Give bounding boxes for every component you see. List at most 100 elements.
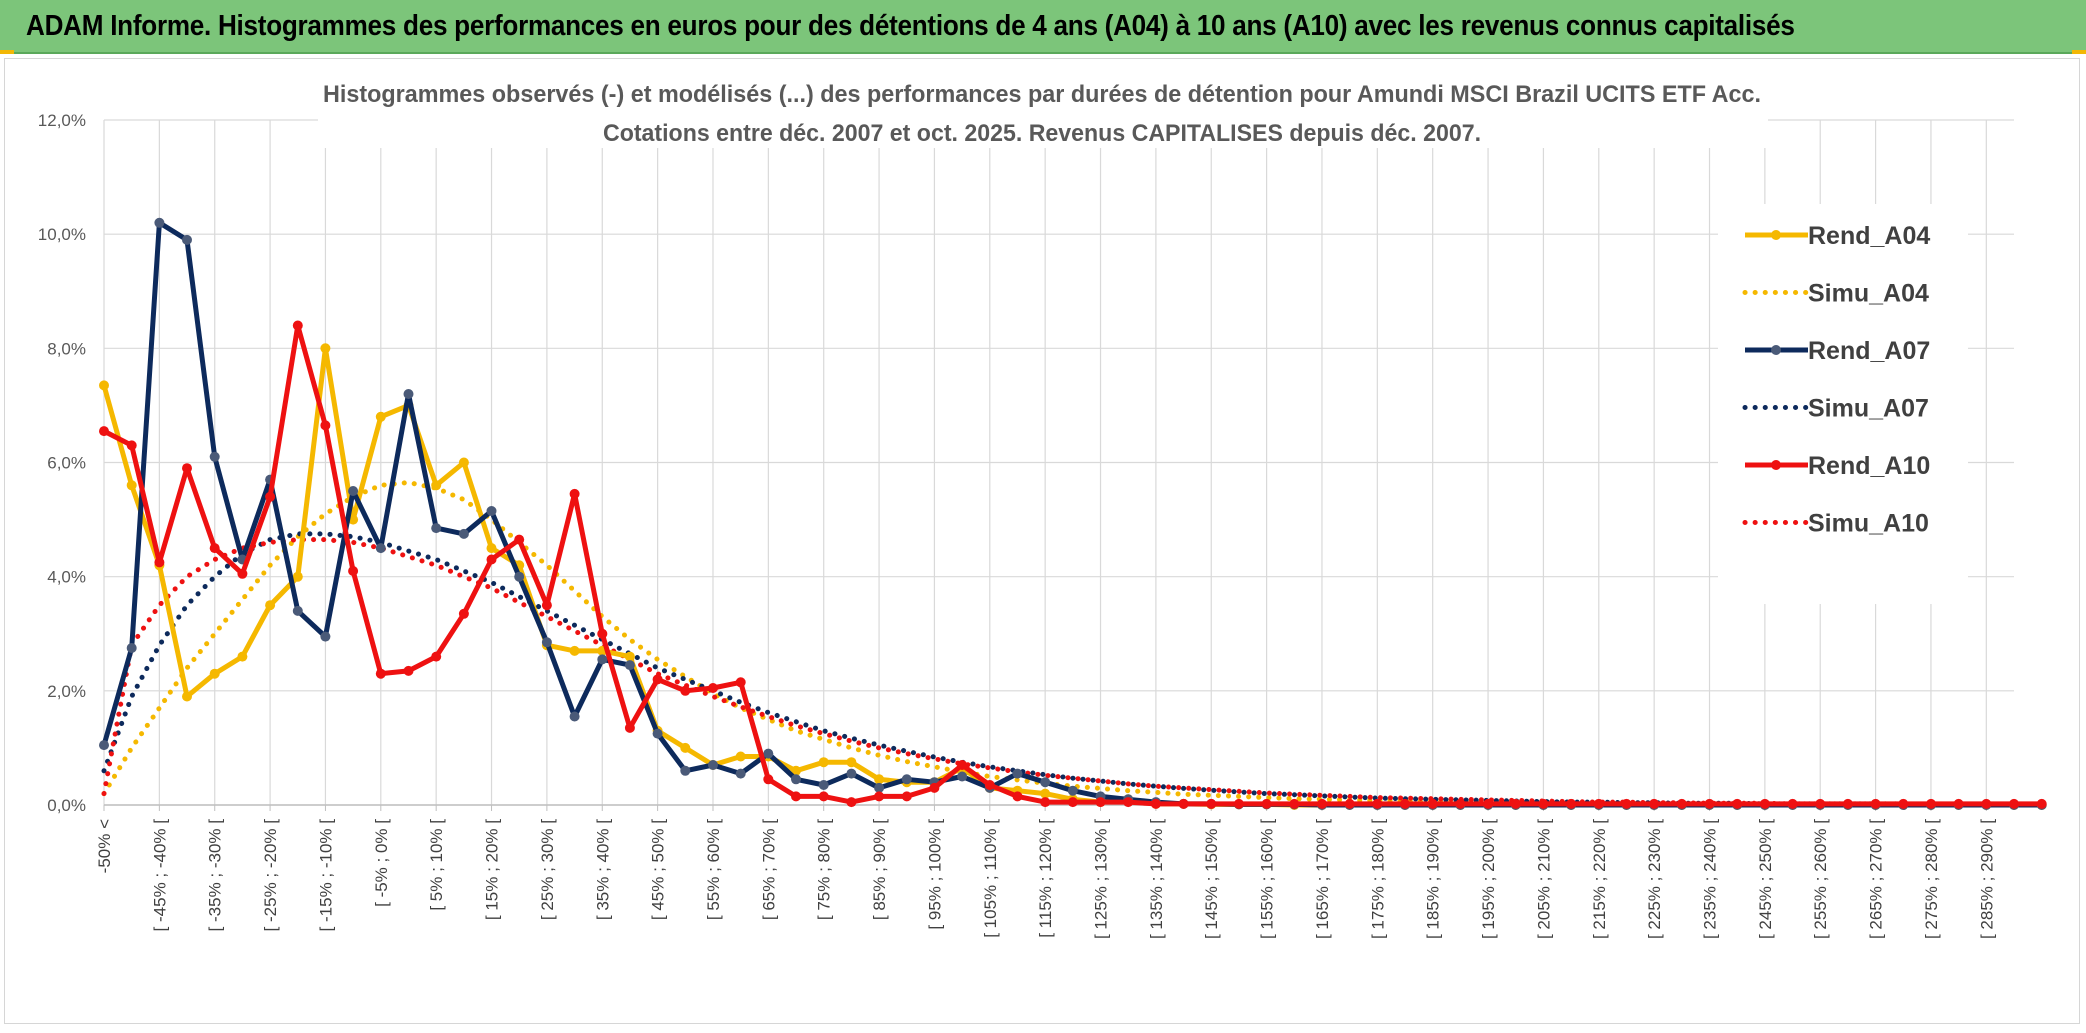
y-tick-label: 10,0% <box>38 225 86 244</box>
data-point-Rend_A10 <box>1981 798 1992 809</box>
data-point-Rend_A07 <box>182 234 192 245</box>
data-point-Rend_A10 <box>1621 798 1632 809</box>
data-point-Rend_A07 <box>292 605 303 616</box>
data-point-Rend_A04 <box>486 543 497 554</box>
x-tick-label: [ -35% ; -30% [ <box>206 819 225 932</box>
legend-label-Rend_A04: Rend_A04 <box>1808 222 1930 250</box>
y-tick-label: 8,0% <box>47 339 86 358</box>
x-tick-label: [ 55% ; 60% [ <box>704 819 723 920</box>
data-point-Rend_A07 <box>99 740 109 751</box>
data-point-Rend_A10 <box>1400 798 1410 809</box>
x-tick-label: [ 215% ; 220% [ <box>1590 819 1609 939</box>
data-point-Rend_A07 <box>597 654 608 665</box>
data-point-Rend_A04 <box>735 751 746 762</box>
data-point-Rend_A04 <box>320 343 331 354</box>
data-point-Rend_A10 <box>1649 798 1660 809</box>
x-tick-label: [ 45% ; 50% [ <box>649 819 668 920</box>
data-point-Rend_A10 <box>1040 797 1051 808</box>
data-point-Rend_A07 <box>154 217 165 228</box>
chart-title: Histogrammes observés (-) et modélisés (… <box>323 81 1761 108</box>
data-point-Rend_A10 <box>846 797 857 808</box>
histogram-chart: 0,0% 2,0% 4,0% 6,0% 8,0% 10,0% 12,0% -50% < [ -… <box>38 78 2047 939</box>
data-point-Rend_A10 <box>265 491 276 502</box>
data-point-Rend_A10 <box>1289 798 1300 809</box>
data-point-Rend_A07 <box>763 748 774 759</box>
data-point-Rend_A10 <box>1842 798 1853 809</box>
data-point-Rend_A04 <box>99 380 109 391</box>
data-point-Rend_A10 <box>1538 798 1549 809</box>
data-point-Rend_A04 <box>791 765 801 776</box>
data-point-Rend_A07 <box>791 774 801 785</box>
data-point-Rend_A10 <box>1067 797 1078 808</box>
x-tick-label: [ 15% ; 20% [ <box>483 819 502 920</box>
data-point-Rend_A10 <box>348 566 359 576</box>
data-point-Rend_A10 <box>1095 797 1106 808</box>
data-point-Rend_A04 <box>209 668 220 679</box>
x-tick-label: [ 165% ; 170% [ <box>1313 819 1332 939</box>
data-point-Rend_A10 <box>1926 798 1936 809</box>
data-point-Rend_A04 <box>431 480 442 491</box>
data-point-Rend_A10 <box>1510 798 1521 809</box>
data-point-Rend_A10 <box>514 534 525 545</box>
x-tick-label: [ 255% ; 260% [ <box>1811 819 1830 939</box>
x-tick-label: [ 195% ; 200% [ <box>1479 819 1498 939</box>
chart-series <box>99 217 2047 810</box>
data-point-Rend_A10 <box>1317 798 1327 809</box>
data-point-Rend_A10 <box>929 782 940 793</box>
data-point-Rend_A07 <box>375 543 386 554</box>
x-tick-label: [ 155% ; 160% [ <box>1258 819 1277 939</box>
data-point-Rend_A10 <box>1787 798 1798 809</box>
data-point-Rend_A04 <box>624 651 635 662</box>
x-tick-label: [ -15% ; -10% [ <box>316 819 335 932</box>
data-point-Rend_A10 <box>1759 798 1770 809</box>
data-point-Rend_A10 <box>1206 798 1217 809</box>
data-point-Rend_A10 <box>403 665 414 676</box>
data-point-Rend_A07 <box>735 768 746 779</box>
chart-titles: Histogrammes observés (-) et modélisés (… <box>318 78 1768 148</box>
data-point-Rend_A10 <box>874 791 885 802</box>
data-point-Rend_A07 <box>209 451 220 462</box>
x-tick-label: [ 235% ; 240% [ <box>1701 819 1720 939</box>
data-point-Rend_A04 <box>680 742 691 753</box>
x-tick-label: [ 25% ; 30% [ <box>538 819 557 920</box>
data-point-Rend_A10 <box>901 791 912 802</box>
data-point-Rend_A10 <box>624 722 635 733</box>
data-point-Rend_A07 <box>320 631 331 642</box>
x-tick-label: [ 95% ; 100% [ <box>925 819 944 930</box>
data-point-Rend_A10 <box>320 420 331 431</box>
data-point-Rend_A10 <box>209 543 220 554</box>
page-title: ADAM Informe. Histogrammes des performan… <box>26 9 1795 42</box>
x-tick-label: [ 5% ; 10% [ <box>427 819 446 911</box>
data-point-Rend_A10 <box>1150 798 1161 809</box>
data-point-Rend_A07 <box>431 523 442 534</box>
data-point-Rend_A07 <box>486 506 497 516</box>
data-point-Rend_A04 <box>458 457 469 468</box>
x-tick-label: [ 135% ; 140% [ <box>1147 819 1166 939</box>
data-point-Rend_A10 <box>1123 797 1134 808</box>
data-point-Rend_A07 <box>846 768 857 779</box>
legend-label-Rend_A07: Rend_A07 <box>1808 337 1930 365</box>
data-point-Rend_A07 <box>652 728 663 739</box>
data-point-Rend_A10 <box>1455 798 1466 809</box>
x-tick-label: [ 115% ; 120% [ <box>1036 819 1055 938</box>
data-point-Rend_A10 <box>458 608 469 619</box>
data-point-Rend_A07 <box>680 765 691 776</box>
data-point-Rend_A07 <box>1067 785 1078 796</box>
data-point-Rend_A04 <box>237 651 248 662</box>
chart-subtitle: Cotations entre déc. 2007 et oct. 2025. … <box>603 120 1481 147</box>
legend-label-Simu_A04: Simu_A04 <box>1808 280 1929 308</box>
data-point-Rend_A10 <box>984 780 995 790</box>
data-point-Rend_A10 <box>1870 798 1881 809</box>
x-tick-label: [ 105% ; 110% [ <box>981 819 1000 938</box>
data-point-Rend_A10 <box>99 426 109 437</box>
x-tick-label: [ -45% ; -40% [ <box>150 819 169 932</box>
data-point-Rend_A04 <box>846 757 857 768</box>
data-point-Rend_A10 <box>1483 798 1494 809</box>
data-point-Rend_A10 <box>569 488 580 499</box>
data-point-Rend_A04 <box>126 480 137 491</box>
data-point-Rend_A10 <box>818 791 829 802</box>
data-point-Rend_A07 <box>569 711 580 722</box>
data-point-Rend_A07 <box>458 528 469 539</box>
data-point-Rend_A10 <box>735 677 746 688</box>
title-background <box>318 78 1768 148</box>
